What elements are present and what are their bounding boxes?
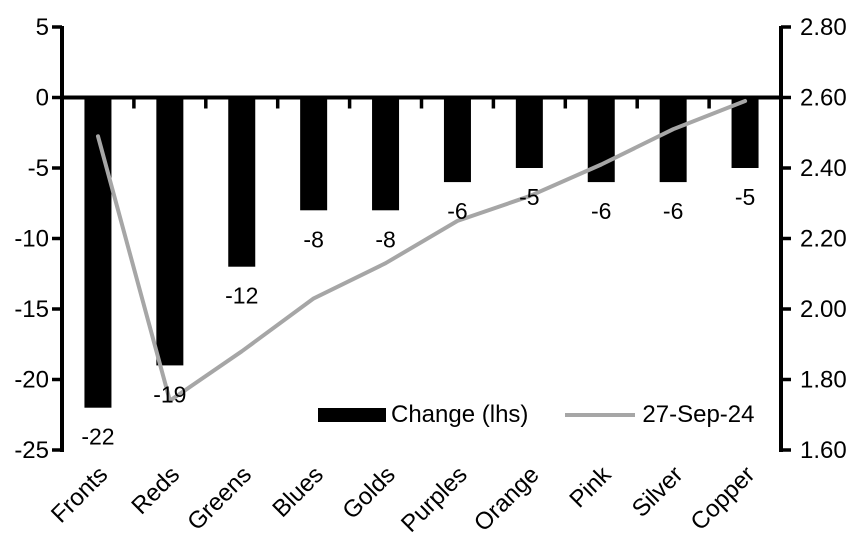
left-axis-tick-label: 0 <box>36 85 49 112</box>
right-axis-tick-label: 1.60 <box>800 437 847 464</box>
category-label-reds: Reds <box>126 461 185 520</box>
legend: Change (lhs) 27-Sep-24 <box>318 402 754 428</box>
right-axis-tick-label: 2.80 <box>800 14 847 41</box>
bar-value-label: -12 <box>225 283 258 309</box>
legend-bar-label: Change (lhs) <box>391 401 529 428</box>
bar-value-label: -5 <box>735 184 755 210</box>
legend-line-label: 27-Sep-24 <box>642 401 755 428</box>
left-axis-tick-label: 5 <box>36 14 49 41</box>
bar-silver <box>659 97 687 183</box>
bar-blues <box>300 97 328 211</box>
bar-orange <box>515 97 543 168</box>
bar-value-label: -8 <box>375 226 395 252</box>
bar-reds <box>156 97 184 366</box>
category-label-purples: Purples <box>396 461 473 538</box>
bar-value-label: -6 <box>447 198 467 224</box>
bar-value-label: -5 <box>519 184 539 210</box>
bar-golds <box>372 97 400 211</box>
category-label-pink: Pink <box>564 460 617 513</box>
left-axis-tick-label: -5 <box>28 155 49 182</box>
bar-purples <box>443 97 471 183</box>
category-label-copper: Copper <box>686 461 761 536</box>
bar-value-label: -8 <box>303 226 323 252</box>
left-axis-tick-label: -25 <box>14 437 49 464</box>
right-axis-tick-label: 2.40 <box>800 155 847 182</box>
line-series <box>96 99 748 403</box>
bar-value-label: -22 <box>81 424 114 450</box>
category-label-greens: Greens <box>182 461 257 536</box>
bar-fronts <box>84 97 112 408</box>
bar-value-label: -6 <box>591 198 611 224</box>
category-label-golds: Golds <box>337 461 400 524</box>
right-axis-tick-label: 1.80 <box>800 367 847 394</box>
legend-bar-swatch <box>318 408 386 422</box>
bar-value-label: -6 <box>663 198 683 224</box>
bar-value-label: -19 <box>153 381 186 407</box>
category-label-orange: Orange <box>469 461 545 537</box>
right-axis-tick-label: 2.60 <box>800 85 847 112</box>
legend-line-swatch <box>565 413 636 417</box>
category-label-blues: Blues <box>267 461 329 523</box>
right-axis-tick-label: 2.00 <box>800 296 847 323</box>
bar-greens <box>228 97 256 267</box>
left-axis-tick-label: -15 <box>14 296 49 323</box>
right-axis-tick-label: 2.20 <box>800 226 847 253</box>
category-label-silver: Silver <box>627 461 689 523</box>
bar-copper <box>731 97 759 168</box>
left-axis-tick-label: -10 <box>14 226 49 253</box>
category-label-fronts: Fronts <box>46 461 113 528</box>
left-axis-tick-label: -20 <box>14 367 49 394</box>
